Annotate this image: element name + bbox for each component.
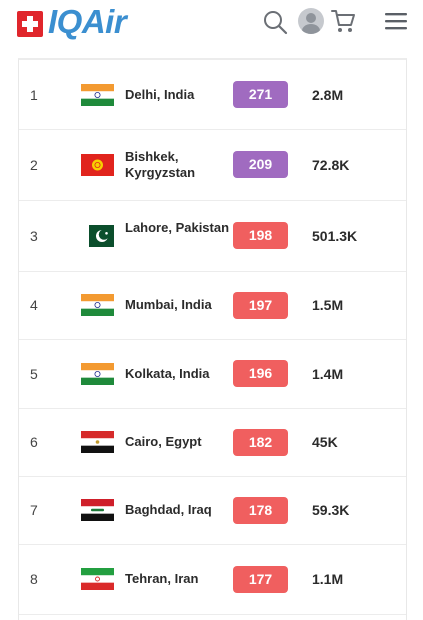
table-row[interactable]: 5 Kolkata, India 196 1.4M xyxy=(19,339,406,409)
followers-count: 72.8K xyxy=(312,156,350,173)
aqi-badge: 198 xyxy=(233,222,288,249)
followers-count: 2.8M xyxy=(312,86,344,103)
table-row[interactable]: 4 Mumbai, India 197 1.5M xyxy=(19,271,406,340)
aqi-badge: 178 xyxy=(233,496,288,524)
avatar[interactable] xyxy=(298,8,324,34)
aqi-badge: 209 xyxy=(233,151,288,178)
city-ranking-table: 1 Delhi, India 271 2.8M 2 Bishkek, Kyrgyzstan… xyxy=(18,58,407,620)
logo[interactable]: IQAir xyxy=(48,3,127,40)
followers-count: 1.1M xyxy=(312,571,344,587)
table-row[interactable]: 6 Cairo, Egypt 182 45K xyxy=(19,408,406,477)
rank-number: 6 xyxy=(30,434,38,450)
iraq-flag-icon xyxy=(81,499,114,521)
india-flag-icon xyxy=(81,362,114,385)
followers-count: 59.3K xyxy=(312,502,350,518)
city-name[interactable]: Cairo, Egypt xyxy=(125,434,202,449)
search-icon[interactable] xyxy=(262,9,288,35)
app-header: IQAir xyxy=(0,0,423,44)
city-name[interactable]: Lahore, Pakistan xyxy=(125,219,230,235)
kyrgyzstan-flag-icon xyxy=(81,153,114,176)
aqi-badge: 197 xyxy=(233,291,288,319)
table-row[interactable]: 8 Tehran, Iran 177 1.1M xyxy=(19,544,406,615)
cart-icon[interactable] xyxy=(330,8,356,34)
followers-count: 1.4M xyxy=(312,365,344,382)
rank-number: 3 xyxy=(30,227,38,244)
pakistan-flag-icon xyxy=(81,224,114,247)
iran-flag-icon xyxy=(81,568,114,590)
table-row[interactable]: 1 Delhi, India 271 2.8M xyxy=(19,60,406,130)
table-row[interactable]: 3 Lahore, Pakistan 198 501.3K xyxy=(19,200,406,272)
menu-icon[interactable] xyxy=(385,12,407,30)
rank-number: 5 xyxy=(30,365,38,382)
aqi-badge: 177 xyxy=(233,565,288,593)
rank-number: 7 xyxy=(30,502,38,518)
rank-number: 2 xyxy=(30,156,38,173)
rank-number: 8 xyxy=(30,571,38,587)
india-flag-icon xyxy=(81,83,114,106)
city-name[interactable]: Delhi, India xyxy=(125,86,195,102)
city-name[interactable]: Bishkek, Kyrgyzstan xyxy=(125,148,196,180)
india-flag-icon xyxy=(81,294,114,316)
city-name[interactable]: Kolkata, India xyxy=(125,365,210,381)
rank-number: 1 xyxy=(30,86,38,103)
aqi-badge: 271 xyxy=(233,81,288,108)
followers-count: 45K xyxy=(312,434,338,450)
rank-number: 4 xyxy=(30,297,38,313)
city-name[interactable]: Mumbai, India xyxy=(125,297,212,312)
swiss-flag-icon xyxy=(17,11,43,37)
city-name[interactable]: Baghdad, Iraq xyxy=(125,502,212,517)
city-name[interactable]: Tehran, Iran xyxy=(125,571,199,586)
followers-count: 501.3K xyxy=(312,227,358,244)
table-row[interactable]: 2 Bishkek, Kyrgyzstan 209 72.8K xyxy=(19,129,406,201)
aqi-badge: 196 xyxy=(233,360,288,387)
aqi-badge: 182 xyxy=(233,428,288,456)
followers-count: 1.5M xyxy=(312,297,344,313)
egypt-flag-icon xyxy=(81,431,114,453)
table-row[interactable]: 7 Baghdad, Iraq 178 59.3K xyxy=(19,476,406,545)
